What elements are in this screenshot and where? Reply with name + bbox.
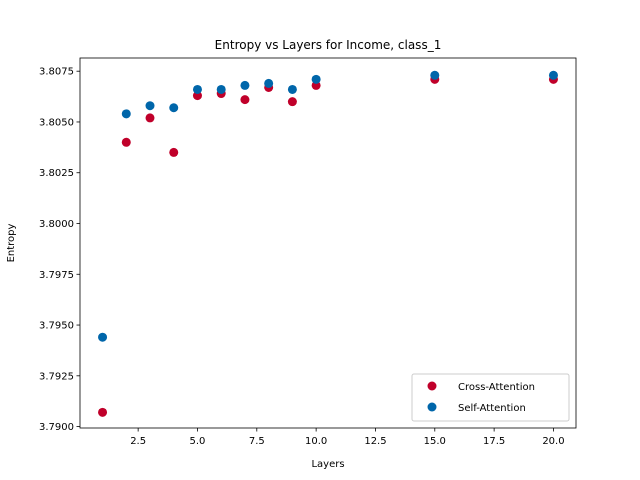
x-tick-label: 10.0 xyxy=(305,436,327,447)
point-self-attention xyxy=(216,84,226,94)
data-points xyxy=(98,70,558,417)
y-tick-label: 3.8025 xyxy=(39,168,74,179)
point-self-attention xyxy=(287,84,297,94)
x-axis-ticks: 2.5 5.0 7.5 10.0 12.5 15.0 17.5 20.0 xyxy=(130,428,565,447)
y-tick-label: 3.7975 xyxy=(39,270,74,281)
legend-label-cross-attention: Cross-Attention xyxy=(458,382,535,393)
x-tick-label: 15.0 xyxy=(424,436,446,447)
chart-title: Entropy vs Layers for Income, class_1 xyxy=(215,38,442,52)
point-cross-attention xyxy=(98,407,108,417)
x-tick-label: 7.5 xyxy=(249,436,265,447)
point-cross-attention xyxy=(145,113,155,123)
legend-marker-self-attention xyxy=(427,402,437,412)
x-tick-label: 17.5 xyxy=(483,436,505,447)
y-axis-title: Entropy xyxy=(6,223,17,262)
point-cross-attention xyxy=(121,137,131,147)
x-tick-label: 5.0 xyxy=(190,436,206,447)
point-self-attention xyxy=(121,109,131,119)
x-axis-title: Layers xyxy=(311,459,344,470)
point-self-attention xyxy=(192,84,202,94)
point-self-attention xyxy=(311,74,321,84)
point-self-attention xyxy=(548,70,558,80)
point-self-attention xyxy=(98,332,108,342)
point-cross-attention xyxy=(240,95,250,105)
legend-label-self-attention: Self-Attention xyxy=(458,403,526,414)
x-tick-label: 12.5 xyxy=(364,436,386,447)
y-tick-label: 3.8075 xyxy=(39,67,74,78)
point-self-attention xyxy=(240,80,250,90)
y-tick-label: 3.7950 xyxy=(39,321,74,332)
point-self-attention xyxy=(145,101,155,111)
legend-box xyxy=(411,373,570,422)
legend: Cross-Attention Self-Attention xyxy=(411,373,570,422)
y-tick-label: 3.8050 xyxy=(39,117,74,128)
y-tick-label: 3.7900 xyxy=(39,422,74,433)
point-self-attention xyxy=(430,70,440,80)
y-tick-label: 3.8000 xyxy=(39,219,74,230)
x-tick-label: 2.5 xyxy=(130,436,146,447)
x-tick-label: 20.0 xyxy=(542,436,564,447)
y-tick-label: 3.7925 xyxy=(39,371,74,382)
legend-marker-cross-attention xyxy=(427,381,437,391)
point-cross-attention xyxy=(287,97,297,107)
plot-frame xyxy=(79,57,577,429)
y-axis-ticks: 3.7900 3.7925 3.7950 3.7975 3.8000 3.8025 3.80… xyxy=(39,67,80,433)
point-cross-attention xyxy=(169,147,179,157)
point-self-attention xyxy=(169,103,179,113)
point-self-attention xyxy=(264,78,274,88)
